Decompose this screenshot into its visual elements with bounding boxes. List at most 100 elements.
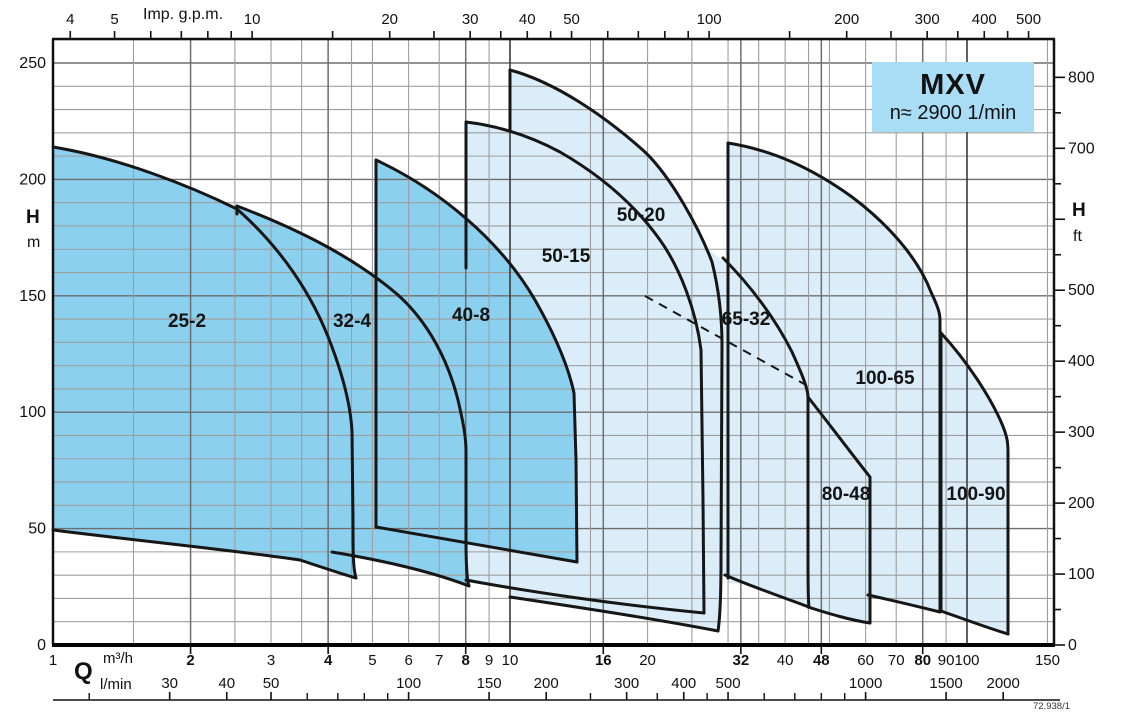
envelope-outline-80-48 [806,395,872,625]
model-label-25-2: 25-2 [168,311,206,332]
left-tick-label: 150 [19,288,46,305]
envelope-outline-40-8 [374,525,579,564]
envelope-outline-100-65 [866,593,942,614]
envelope-outline-80-48 [806,605,872,625]
bottom-m3h-tick-label: 1 [49,652,57,669]
series-name: MXV [920,69,986,102]
bottom-m3h-tick-label: 32 [733,652,750,669]
model-label-100-90: 100-90 [946,484,1005,505]
top-axis-unit-label: Imp. g.p.m. [143,6,224,23]
right-tick-label: 800 [1068,69,1095,86]
top-tick-label: 20 [381,11,398,28]
bottom-lmin-tick-label: 200 [534,675,559,692]
bottom-m3h-tick-label: 9 [485,652,493,669]
plot-border [51,37,1056,647]
top-tick-label: 300 [915,11,940,28]
top-tick-label: 30 [462,11,479,28]
pump-envelope-outlines [51,68,1010,636]
bottom-lmin-tick-label: 50 [263,675,280,692]
left-m-axis: 0 50 100 150 200 250 [19,55,46,654]
bottom-m3h-tick-label: 7 [435,652,443,669]
left-axis-symbol: H [26,207,40,228]
right-axis-unit: ft [1073,228,1082,245]
bottom-m3h-tick-label: 60 [857,652,874,669]
envelope-outline-65-32 [721,256,811,609]
right-tick-label: 700 [1068,140,1095,157]
left-tick-label: 250 [19,55,46,72]
flow-axis-symbol: Q [74,658,93,685]
envelope-fill-100-65 [728,143,940,612]
envelope-fill-100-90 [941,333,1008,634]
model-label-50-20: 50-20 [617,205,666,226]
bottom-lmin-tick-label: 100 [396,675,421,692]
left-tick-label: 200 [19,171,46,188]
top-tick-label: 500 [1016,11,1041,28]
envelope-fill-40-8 [376,160,577,562]
envelope-outline-50-20 [508,595,720,633]
right-tick-label: 200 [1068,495,1095,512]
bottom-lmin-axis: 30 40 50 100 150 200 300 400 500 1000 1500 2000 [53,675,1060,701]
bottom-m3h-axis: 1 2 3 4 5 6 7 8 9 10 16 20 32 40 48 60 70 80 90 100 150 [49,647,1060,669]
envelope-fill-80-48 [808,397,870,623]
envelope-outline-50-20 [508,68,724,633]
bottom-lmin-tick-label: 40 [218,675,235,692]
envelope-outline-40-8 [374,158,579,564]
model-label-100-65: 100-65 [855,368,915,389]
title-box: MXV n≈ 2900 1/min [872,62,1034,132]
top-gpm-axis: 4 5 10 20 30 40 50 100 200 300 400 500 [66,11,1041,38]
envelope-outline-32-4 [330,550,471,588]
bottom-lmin-tick-label: 1000 [849,675,882,692]
model-label-32-4: 32-4 [333,311,371,332]
left-tick-label: 50 [28,521,46,538]
envelope-outline-65-32 [723,573,811,609]
right-ft-axis: 0 100 200 300 400 500 700 800 [1054,69,1095,654]
bottom-m3h-tick-label: 40 [777,652,794,669]
pump-envelope-fills [53,70,1008,634]
top-tick-label: 10 [244,11,261,28]
right-tick-label: 0 [1068,637,1077,654]
bottom-lmin-tick-label: 2000 [986,675,1019,692]
drawing-reference-number: 72.938/1 [1033,701,1070,712]
top-tick-label: 4 [66,11,74,28]
envelope-outline-32-4 [235,204,471,588]
flow-unit-lmin-label: l/min [100,676,132,693]
bottom-lmin-tick-label: 400 [671,675,696,692]
right-tick-label: 100 [1068,566,1095,583]
left-tick-label: 100 [19,404,46,421]
model-label-40-8: 40-8 [452,305,490,326]
envelope-outline-25-2 [51,528,358,580]
model-label-50-15: 50-15 [542,246,591,267]
right-tick-label: 300 [1068,424,1095,441]
flow-unit-m3h-label: m³/h [103,650,133,667]
bottom-lmin-tick-label: 1500 [929,675,962,692]
bottom-m3h-tick-label: 3 [267,652,275,669]
right-tick-label: 500 [1068,282,1095,299]
envelope-outline-50-15 [464,120,706,615]
top-tick-label: 40 [519,11,536,28]
envelope-outline-50-15 [464,578,706,615]
bottom-m3h-tick-label: 5 [368,652,376,669]
bottom-m3h-tick-label: 90 [938,652,955,669]
bottom-m3h-tick-label: 150 [1035,652,1060,669]
top-tick-label: 100 [697,11,722,28]
top-tick-label: 5 [110,11,118,28]
bottom-m3h-tick-label: 10 [502,652,519,669]
bottom-m3h-tick-label: 8 [462,652,470,669]
right-axis-symbol: H [1072,200,1086,221]
bottom-m3h-tick-label: 100 [954,652,979,669]
left-axis-unit: m [27,234,41,251]
bottom-lmin-tick-label: 500 [716,675,741,692]
envelope-outline-100-90 [939,609,1010,636]
bottom-m3h-tick-label: 2 [186,652,194,669]
bottom-m3h-tick-label: 20 [639,652,656,669]
bottom-m3h-tick-label: 6 [404,652,412,669]
bottom-m3h-tick-label: 80 [914,652,931,669]
top-tick-label: 400 [972,11,997,28]
bottom-lmin-tick-label: 300 [614,675,639,692]
model-labels: 50-20 50-15 65-32 100-65 80-48 100-90 25-2 32-4… [168,205,1006,505]
bottom-lmin-tick-label: 30 [161,675,178,692]
envelope-outline-25-2 [51,145,358,580]
right-tick-label: 400 [1068,353,1095,370]
model-label-80-48: 80-48 [822,484,871,505]
